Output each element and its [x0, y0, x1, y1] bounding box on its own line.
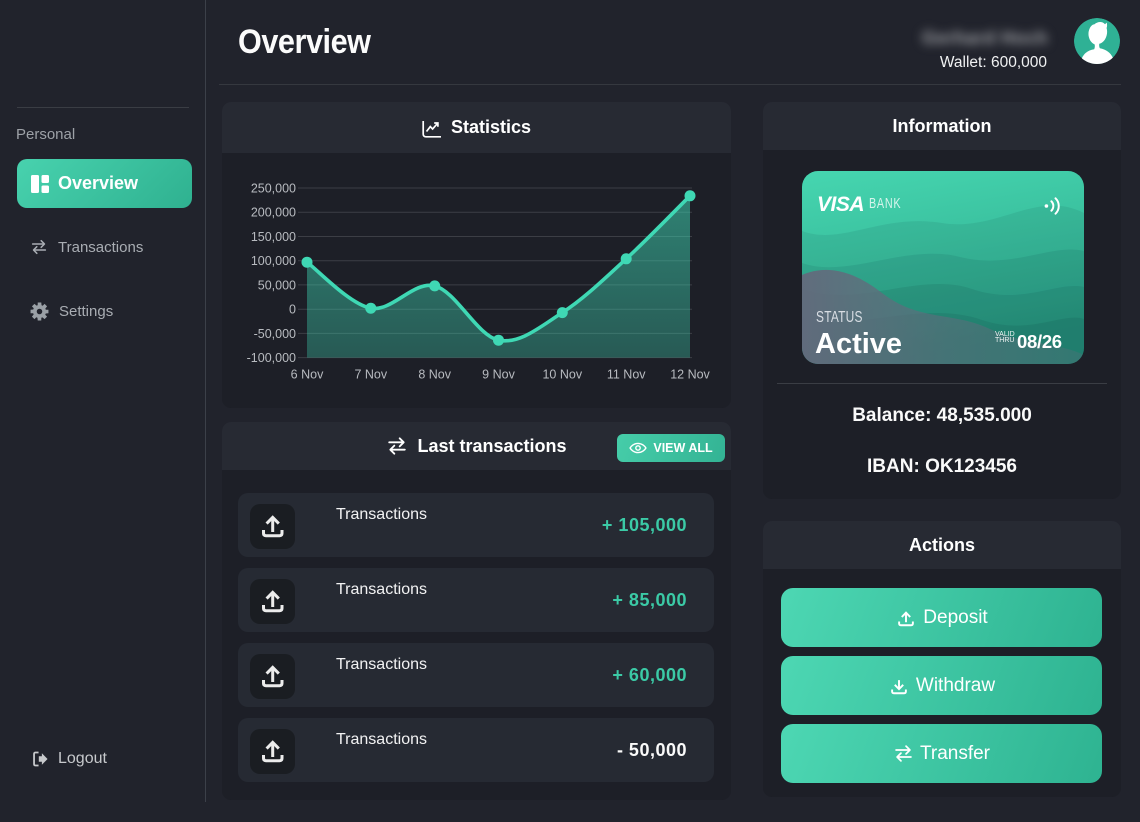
svg-text:6 Nov: 6 Nov — [291, 368, 324, 382]
svg-text:10 Nov: 10 Nov — [542, 368, 582, 382]
svg-text:-50,000: -50,000 — [254, 327, 296, 341]
svg-text:0: 0 — [289, 303, 296, 317]
svg-text:11 Nov: 11 Nov — [607, 368, 646, 382]
svg-text:200,000: 200,000 — [251, 206, 296, 220]
svg-text:12 Nov: 12 Nov — [670, 368, 710, 382]
svg-text:8 Nov: 8 Nov — [418, 368, 451, 382]
svg-text:100,000: 100,000 — [251, 254, 296, 268]
svg-text:150,000: 150,000 — [251, 230, 296, 244]
svg-text:9 Nov: 9 Nov — [482, 368, 515, 382]
svg-text:50,000: 50,000 — [258, 278, 296, 292]
svg-text:7 Nov: 7 Nov — [354, 368, 387, 382]
svg-text:250,000: 250,000 — [251, 182, 296, 196]
svg-text:-100,000: -100,000 — [247, 351, 296, 365]
